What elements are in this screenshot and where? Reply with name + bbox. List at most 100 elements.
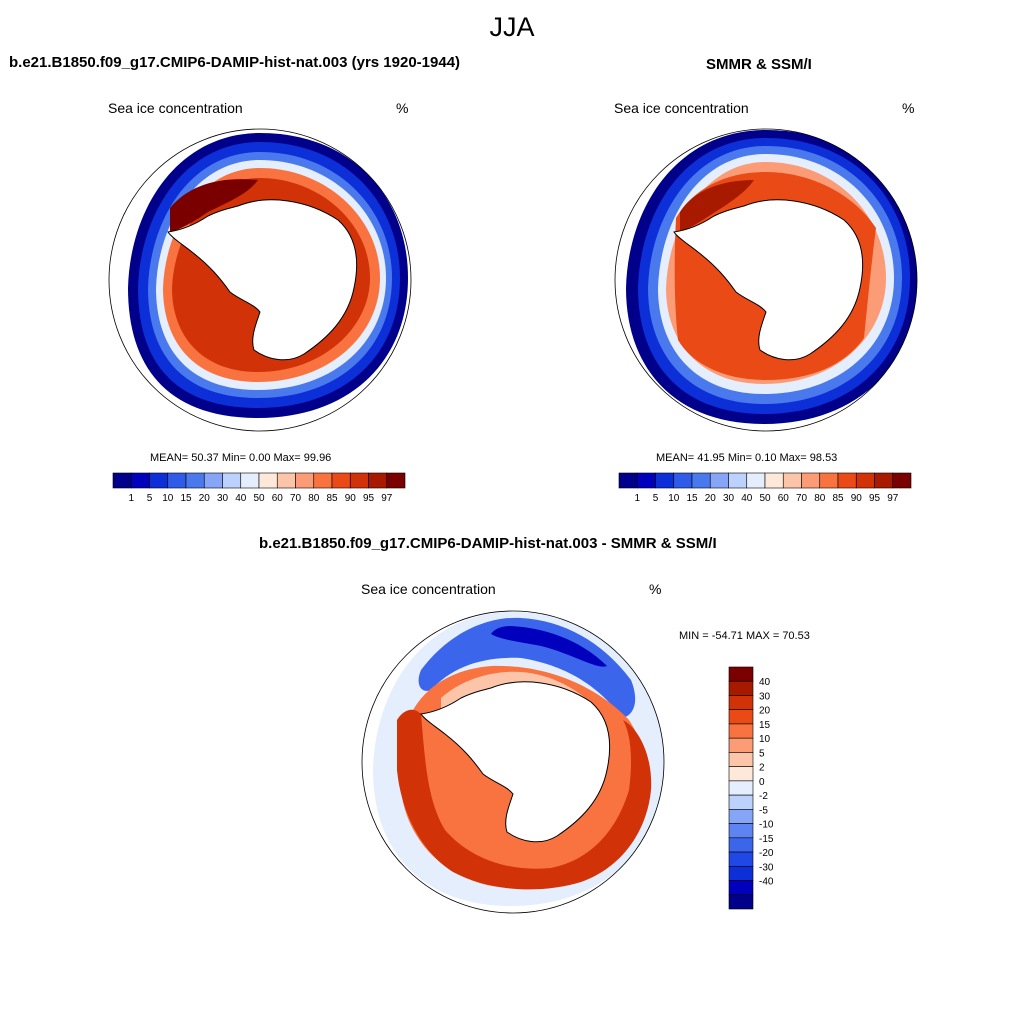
diff-colorbar-box	[728, 680, 754, 696]
obs-colorbar-box	[655, 472, 675, 489]
model-colorbar-tick-label: 85	[326, 493, 338, 504]
diff-colorbar-box	[728, 794, 754, 810]
obs-units-label: %	[902, 100, 915, 116]
diff-colorbar-box	[728, 880, 754, 896]
diff-colorbar-tick-label: 15	[759, 720, 771, 731]
obs-colorbar-box	[874, 472, 894, 489]
obs-colorbar-box	[837, 472, 857, 489]
diff-colorbar-box	[728, 837, 754, 853]
diff-colorbar-tick-label: 0	[759, 777, 765, 788]
map-boundary	[108, 128, 412, 432]
diff-colorbar-tick-label: 10	[759, 734, 771, 745]
diff-colorbar-box	[728, 737, 754, 753]
model-colorbar-tick-label: 50	[253, 493, 265, 504]
diff-colorbar-box	[728, 894, 754, 910]
model-colorbar-tick-label: 95	[363, 493, 375, 504]
season-title: JJA	[489, 12, 535, 42]
model-colorbar-box	[167, 472, 187, 489]
diff-colorbar-tick-label: -10	[759, 820, 774, 831]
diff-colorbar-tick-label: -20	[759, 848, 774, 859]
obs-colorbar-box	[782, 472, 802, 489]
obs-colorbar-box	[709, 472, 729, 489]
model-colorbar: 1 5 10 15 20 30 40 50 60 70 80 85 90 95 97	[112, 472, 406, 504]
diff-colorbar-tick-label: -30	[759, 862, 774, 873]
diff-colorbar-tick-label: -40	[759, 877, 774, 888]
model-polar-map	[108, 128, 412, 432]
obs-colorbar-tick-label: 90	[851, 493, 863, 504]
model-colorbar-tick-label: 1	[128, 493, 134, 504]
obs-colorbar-tick-label: 85	[832, 493, 844, 504]
model-colorbar-box	[203, 472, 223, 489]
obs-panel-title: SMMR & SSM/I	[706, 56, 812, 73]
diff-colorbar-box	[728, 851, 754, 867]
model-colorbar-tick-label: 90	[345, 493, 357, 504]
model-colorbar-box	[313, 472, 333, 489]
obs-colorbar-box	[673, 472, 693, 489]
model-colorbar-tick-label: 20	[199, 493, 211, 504]
map-boundary	[614, 128, 918, 432]
obs-colorbar-tick-label: 15	[686, 493, 698, 504]
obs-colorbar-box	[746, 472, 766, 489]
obs-polar-map	[614, 128, 918, 432]
diff-colorbar-tick-label: -2	[759, 791, 768, 802]
antarctica-land	[167, 199, 358, 361]
model-colorbar-tick-label: 40	[235, 493, 247, 504]
obs-colorbar-tick-label: 40	[741, 493, 753, 504]
obs-variable-label: Sea ice concentration	[614, 100, 749, 116]
diff-polar-map	[361, 610, 665, 914]
model-colorbar-box	[258, 472, 278, 489]
model-colorbar-tick-label: 30	[217, 493, 229, 504]
model-colorbar-box	[349, 472, 369, 489]
diff-colorbar-tick-label: 20	[759, 706, 771, 717]
model-colorbar-tick-label: 97	[381, 493, 393, 504]
diff-colorbar-box	[728, 709, 754, 725]
diff-colorbar-tick-label: -15	[759, 834, 774, 845]
model-colorbar-box	[386, 472, 406, 489]
model-colorbar-tick-label: 60	[272, 493, 284, 504]
obs-colorbar: 1 5 10 15 20 30 40 50 60 70 80 85 90 95 97	[618, 472, 912, 504]
obs-colorbar-tick-label: 80	[814, 493, 826, 504]
model-colorbar-tick-label: 10	[162, 493, 174, 504]
diff-panel-title: b.e21.B1850.f09_g17.CMIP6-DAMIP-hist-nat…	[259, 535, 717, 552]
obs-colorbar-tick-label: 97	[887, 493, 899, 504]
diff-colorbar-box	[728, 809, 754, 824]
obs-colorbar-box	[636, 472, 656, 489]
diff-colorbar-tick-label: 2	[759, 763, 765, 774]
model-variable-label: Sea ice concentration	[108, 100, 243, 116]
model-colorbar-box	[276, 472, 296, 489]
diff-colorbar-box	[728, 752, 754, 767]
map-boundary	[361, 610, 665, 914]
obs-colorbar-box	[691, 472, 711, 489]
diff-negative-core	[491, 626, 607, 667]
diff-colorbar-box	[728, 865, 754, 881]
model-colorbar-box	[240, 472, 260, 489]
diff-colorbar-box	[728, 780, 754, 796]
obs-colorbar-tick-label: 1	[634, 493, 640, 504]
model-colorbar-box	[222, 472, 242, 489]
model-colorbar-tick-label: 80	[308, 493, 320, 504]
model-colorbar-box	[130, 472, 150, 489]
diff-stats: MIN = -54.71 MAX = 70.53	[679, 630, 810, 642]
obs-colorbar-box	[618, 472, 638, 489]
diff-colorbar-box	[728, 695, 754, 711]
diff-negative-north	[418, 617, 636, 718]
obs-colorbar-box	[764, 472, 784, 489]
antarctica-land	[420, 681, 611, 843]
model-colorbar-box	[295, 472, 315, 489]
ice-core-97pct	[680, 180, 754, 232]
ice-core-97pct	[170, 179, 258, 232]
diff-units-label: %	[649, 581, 662, 597]
model-colorbar-box	[149, 472, 169, 489]
obs-colorbar-tick-label: 95	[869, 493, 881, 504]
obs-colorbar-tick-label: 60	[778, 493, 790, 504]
diff-colorbar-tick-label: 40	[759, 677, 771, 688]
obs-colorbar-tick-label: 20	[705, 493, 717, 504]
obs-colorbar-tick-label: 70	[796, 493, 808, 504]
obs-colorbar-tick-label: 10	[668, 493, 680, 504]
diff-colorbar-tick-label: -5	[759, 805, 768, 816]
model-colorbar-box	[112, 472, 132, 489]
model-colorbar-box	[185, 472, 205, 489]
model-colorbar-box	[368, 472, 388, 489]
diff-colorbar-box	[728, 823, 754, 839]
diff-colorbar-box	[728, 666, 754, 682]
